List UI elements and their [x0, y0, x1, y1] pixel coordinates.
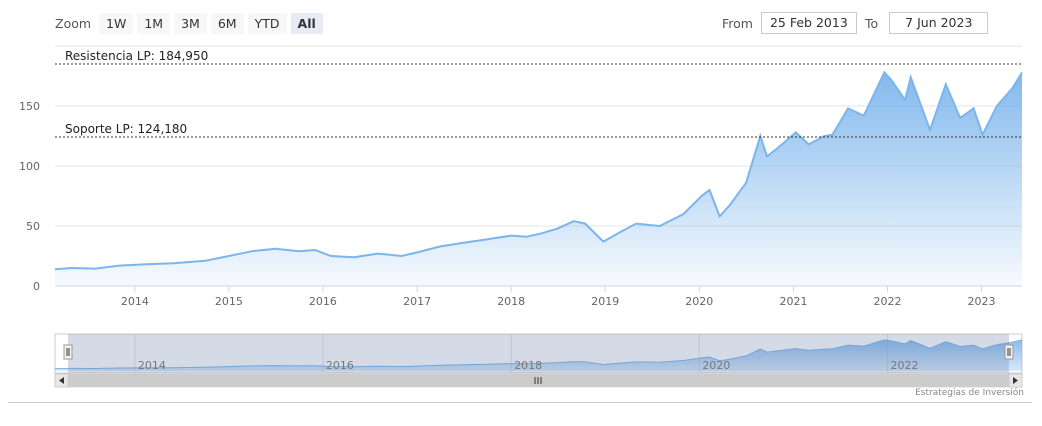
scrollbar[interactable] — [54, 373, 1023, 388]
price-line — [54, 70, 1023, 271]
from-date-input[interactable]: 25 Feb 2013 — [760, 12, 857, 34]
range-from: From 25 Feb 2013 — [722, 12, 857, 34]
zoom-6m-button[interactable]: 6M — [210, 12, 244, 34]
navigator-label: 2014 — [138, 359, 166, 372]
navigator-labels: 2014 2016 2018 2020 2022 — [138, 359, 919, 372]
footer-divider — [8, 402, 1032, 403]
credits[interactable]: Estrategias de Inversión — [915, 388, 1024, 398]
navigator-label: 2016 — [326, 359, 354, 372]
navigator-area — [55, 339, 1022, 371]
scrollbar-right-arrow-icon — [1013, 377, 1018, 384]
y-tick-label: 50 — [26, 220, 40, 233]
zoom-3m-button[interactable]: 3M — [174, 12, 207, 34]
x-tick-label: 2023 — [968, 295, 996, 308]
zoom-1m-button[interactable]: 1M — [137, 12, 171, 34]
zoom-ytd-button[interactable]: YTD — [247, 12, 287, 34]
navigator-label: 2018 — [514, 359, 542, 372]
scrollbar-grip — [534, 377, 542, 384]
navigator[interactable]: 2014 2016 2018 2020 2022 — [54, 333, 1023, 374]
y-tick-label: 100 — [19, 160, 40, 173]
navigator-handle-right[interactable] — [1004, 344, 1014, 360]
from-label: From — [722, 15, 753, 31]
y-tick-label: 150 — [19, 100, 40, 113]
to-label: To — [865, 15, 879, 31]
zoom-all-button[interactable]: All — [290, 12, 323, 34]
navigator-line — [54, 339, 1023, 370]
navigator-handle-left[interactable] — [63, 344, 73, 360]
x-tick-label: 2017 — [403, 295, 431, 308]
plot-line-label: Resistencia LP: 184,950 — [65, 49, 208, 63]
y-axis-labels: 0 50 100 150 — [19, 100, 40, 293]
range-to: To 7 Jun 2023 — [865, 12, 989, 34]
navigator-mask — [68, 334, 1009, 373]
navigator-label: 2020 — [702, 359, 730, 372]
x-tick-label: 2016 — [309, 295, 337, 308]
x-tick-label: 2014 — [121, 295, 149, 308]
y-tick-label: 0 — [33, 280, 40, 293]
x-tick-label: 2021 — [780, 295, 808, 308]
x-tick-label: 2015 — [215, 295, 243, 308]
x-tick-label: 2020 — [685, 295, 713, 308]
x-tick-label: 2022 — [874, 295, 902, 308]
price-area — [55, 72, 1022, 287]
x-tick-label: 2018 — [497, 295, 525, 308]
scrollbar-left-arrow-icon — [59, 377, 64, 384]
plot-lines: Resistencia LP: 184,950 Soporte LP: 124,1… — [55, 49, 1022, 138]
x-axis-ticks: 2014 2015 2016 2017 2018 2019 2020 2021 2022 2023 — [121, 286, 996, 308]
to-date-input[interactable]: 7 Jun 2023 — [889, 12, 989, 34]
zoom-1w-button[interactable]: 1W — [99, 12, 134, 34]
navigator-label: 2022 — [891, 359, 919, 372]
x-tick-label: 2019 — [591, 295, 619, 308]
zoom-bar: Zoom 1W 1M 3M 6M YTD All — [55, 12, 323, 34]
plot-line-label: Soporte LP: 124,180 — [65, 122, 187, 136]
zoom-label: Zoom — [55, 15, 92, 31]
